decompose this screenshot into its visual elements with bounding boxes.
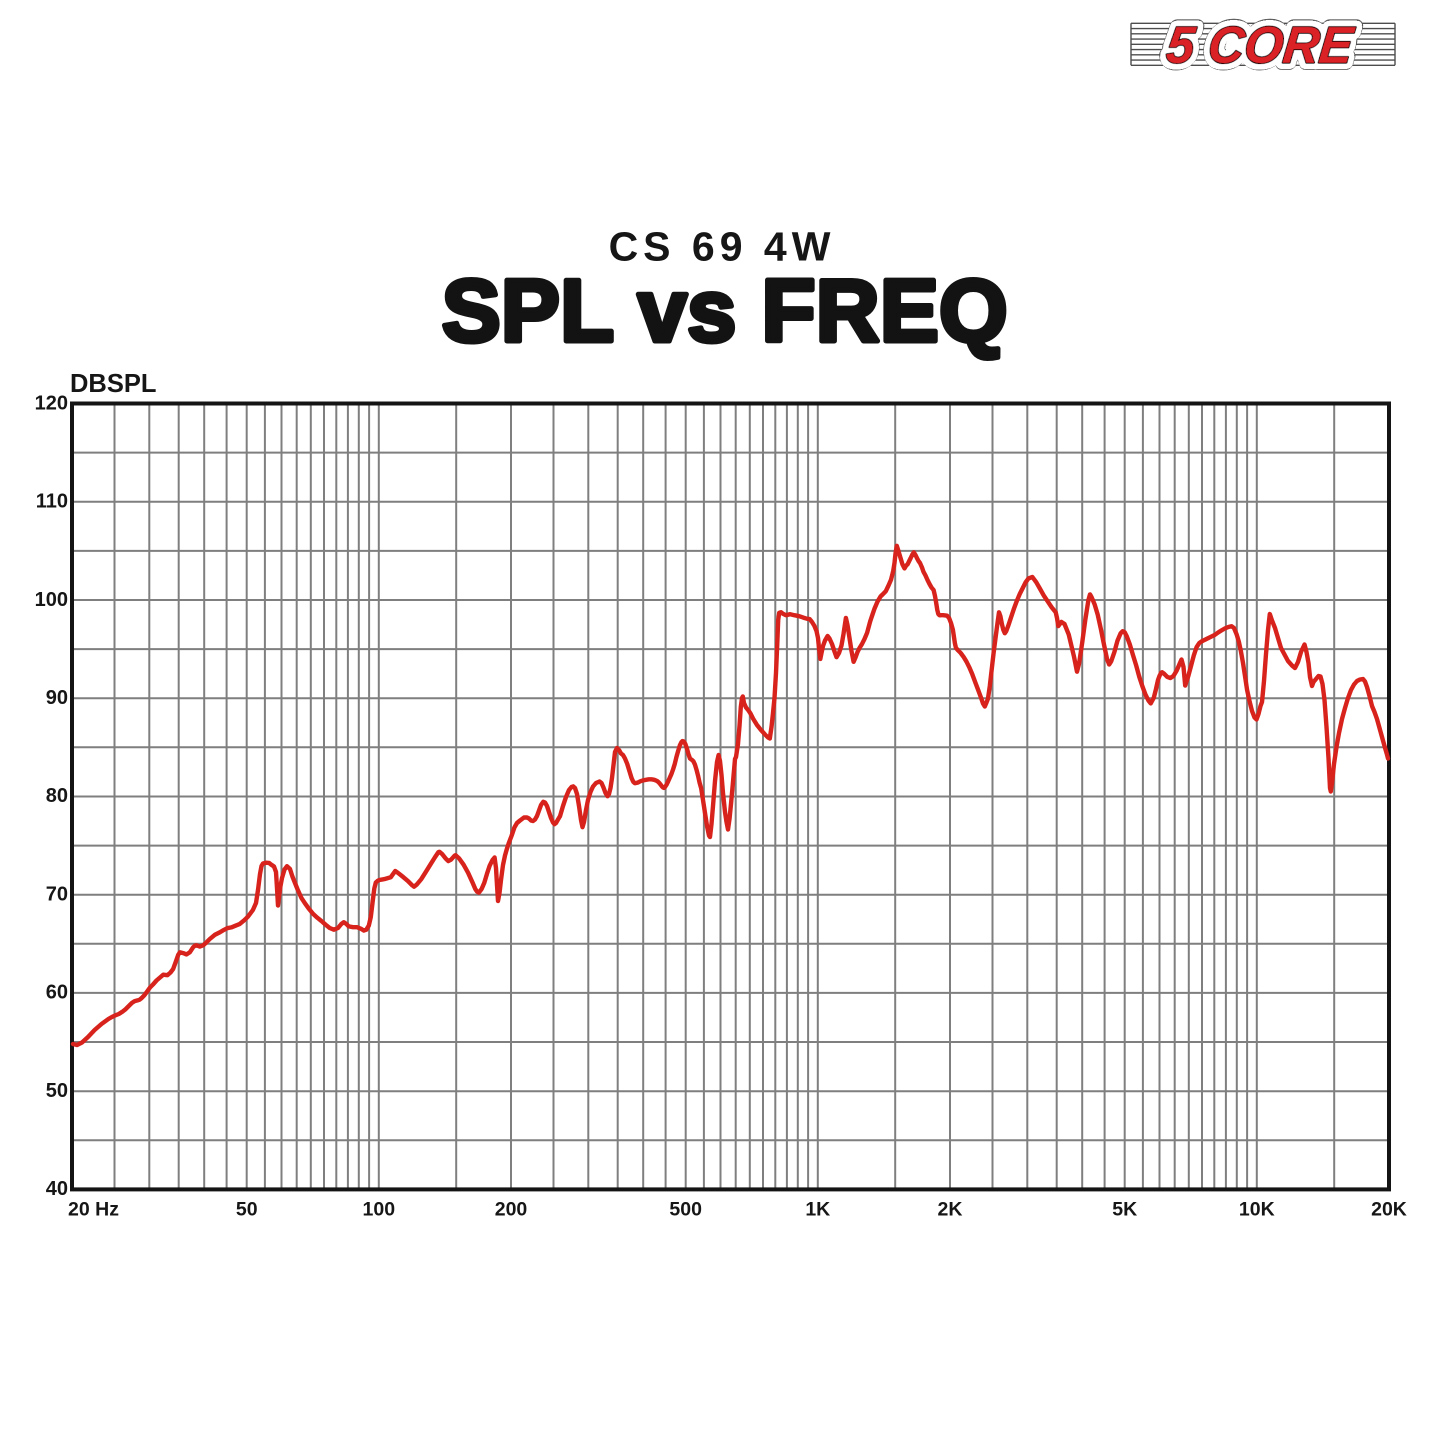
svg-text:50: 50 [46,1080,68,1102]
svg-text:DBSPL: DBSPL [70,370,156,398]
svg-text:120: 120 [35,392,68,414]
svg-text:20 Hz: 20 Hz [68,1199,119,1221]
svg-text:60: 60 [46,982,68,1004]
svg-text:20K: 20K [1371,1199,1407,1221]
svg-text:500: 500 [669,1199,702,1221]
svg-text:1K: 1K [805,1199,830,1221]
svg-text:80: 80 [46,785,68,807]
svg-text:10K: 10K [1239,1199,1275,1221]
svg-text:70: 70 [46,884,68,906]
svg-text:5K: 5K [1112,1199,1137,1221]
svg-text:CS 69 4W: CS 69 4W [609,224,836,270]
svg-text:50: 50 [236,1199,258,1221]
svg-text:2K: 2K [938,1199,963,1221]
svg-text:110: 110 [36,491,68,513]
svg-text:40: 40 [46,1178,68,1200]
svg-text:SPL vs FREQ: SPL vs FREQ [442,261,1008,360]
svg-text:100: 100 [363,1199,396,1221]
svg-text:5 CORE: 5 CORE [1164,17,1358,75]
svg-text:100: 100 [35,589,68,611]
svg-text:200: 200 [495,1199,528,1221]
svg-text:90: 90 [46,687,68,709]
